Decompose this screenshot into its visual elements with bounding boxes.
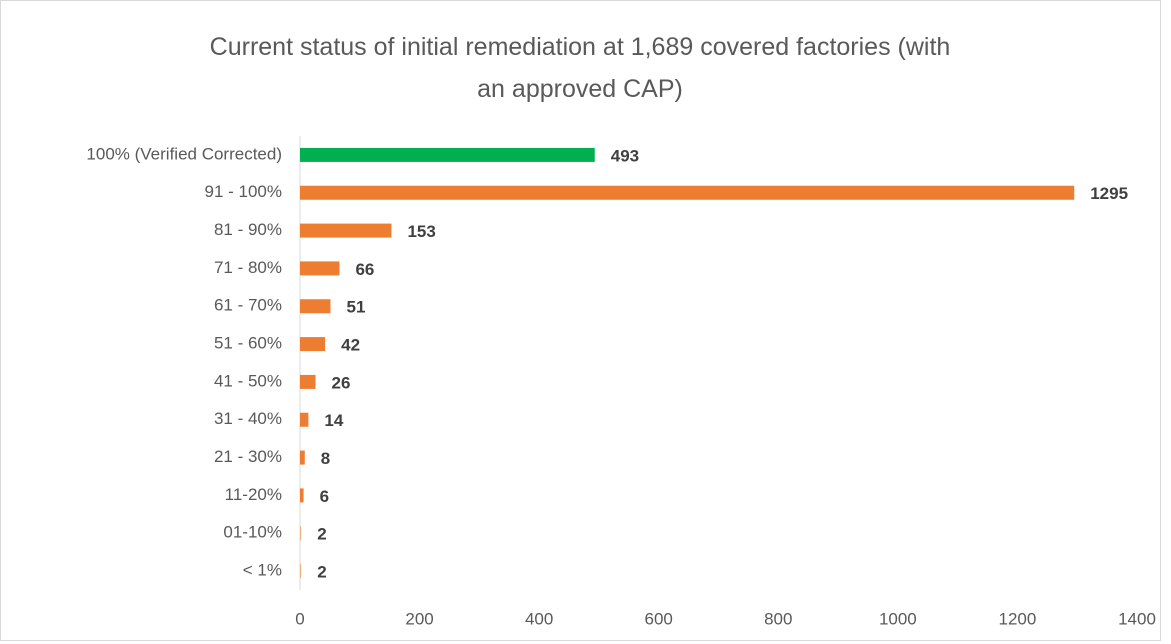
y-tick-label: 71 - 80% bbox=[214, 258, 282, 277]
x-tick-label: 800 bbox=[764, 609, 792, 628]
bar bbox=[300, 374, 316, 389]
y-tick-label: < 1% bbox=[243, 561, 282, 580]
value-label: 42 bbox=[341, 336, 360, 355]
value-label: 493 bbox=[611, 146, 639, 165]
value-label: 153 bbox=[407, 222, 435, 241]
y-tick-label: 100% (Verified Corrected) bbox=[86, 144, 282, 163]
y-tick-label: 81 - 90% bbox=[214, 220, 282, 239]
y-tick-label: 41 - 50% bbox=[214, 371, 282, 390]
y-tick-label: 51 - 60% bbox=[214, 334, 282, 353]
bar bbox=[300, 450, 305, 465]
x-tick-label: 0 bbox=[295, 609, 304, 628]
x-tick-label: 1000 bbox=[879, 609, 917, 628]
value-label: 1295 bbox=[1090, 184, 1128, 203]
bar bbox=[300, 337, 326, 352]
bar bbox=[300, 488, 304, 503]
bar bbox=[300, 412, 309, 427]
y-tick-label: 11-20% bbox=[225, 485, 282, 504]
x-tick-label: 200 bbox=[405, 609, 433, 628]
y-tick-label: 31 - 40% bbox=[214, 409, 282, 428]
value-label: 2 bbox=[317, 563, 326, 582]
value-label: 51 bbox=[346, 298, 365, 317]
bar bbox=[300, 147, 595, 162]
bar bbox=[300, 299, 331, 314]
bar bbox=[300, 185, 1075, 200]
value-label: 66 bbox=[355, 260, 374, 279]
y-tick-label: 01-10% bbox=[223, 523, 282, 542]
value-label: 2 bbox=[317, 525, 326, 544]
y-tick-label: 61 - 70% bbox=[214, 296, 282, 315]
bar bbox=[300, 223, 392, 238]
x-tick-label: 1400 bbox=[1118, 609, 1156, 628]
x-tick-label: 600 bbox=[645, 609, 673, 628]
value-label: 14 bbox=[324, 411, 343, 430]
bar bbox=[300, 564, 302, 579]
value-label: 26 bbox=[332, 373, 351, 392]
bar bbox=[300, 526, 302, 541]
value-label: 8 bbox=[321, 449, 330, 468]
bar bbox=[300, 261, 340, 276]
x-tick-label: 1200 bbox=[999, 609, 1037, 628]
y-tick-label: 91 - 100% bbox=[205, 182, 283, 201]
chart-title: Current status of initial remediation at… bbox=[209, 33, 951, 103]
y-tick-label: 21 - 30% bbox=[214, 447, 282, 466]
x-tick-label: 400 bbox=[525, 609, 553, 628]
value-label: 6 bbox=[320, 487, 329, 506]
